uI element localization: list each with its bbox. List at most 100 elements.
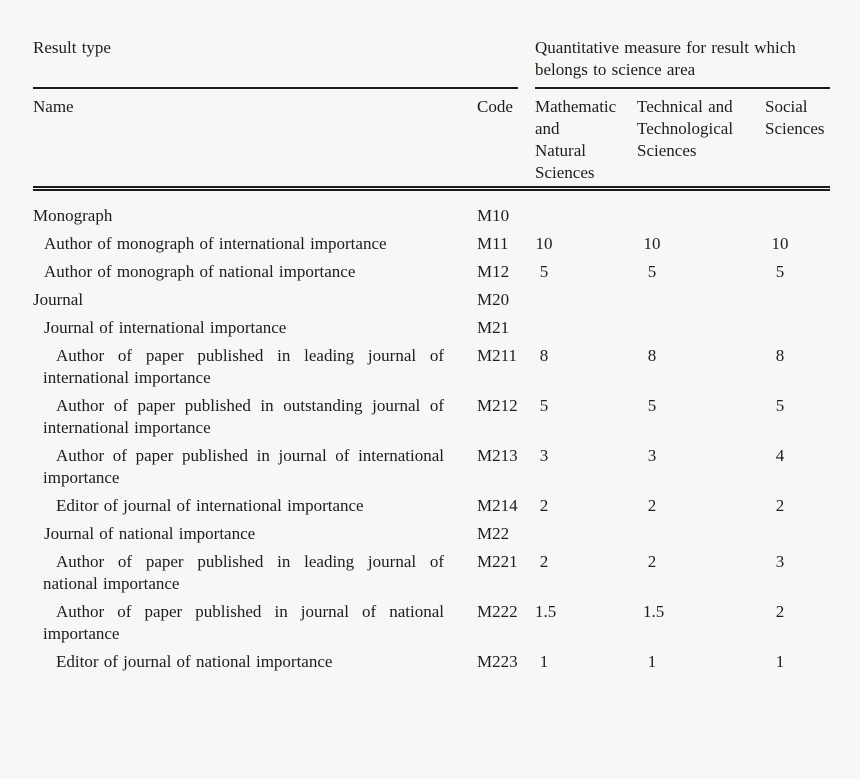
measure-value-cell: 1.5 xyxy=(637,598,765,648)
measure-value: 5 xyxy=(647,262,657,281)
measure-value: 1 xyxy=(647,652,657,671)
table-row: Monograph M10 xyxy=(33,189,830,231)
measure-value-cell: 5 xyxy=(765,258,830,286)
measure-value: 8 xyxy=(539,346,549,365)
measure-value: 3 xyxy=(775,552,785,571)
measure-value: 2 xyxy=(647,496,657,515)
result-name-cell: Journal of national importance xyxy=(44,524,256,543)
measure-value: 5 xyxy=(775,396,785,415)
column-header-technical-technological-sciences: Technical and Technological Sciences xyxy=(637,89,765,191)
measure-value-cell: 2 xyxy=(637,492,765,520)
table-row: Journal M20 xyxy=(33,286,830,314)
result-name-cell: Author of paper published in outstanding… xyxy=(43,396,444,437)
measure-value: 5 xyxy=(539,396,549,415)
measure-value-cell xyxy=(765,520,830,548)
measure-value-cell xyxy=(637,189,765,231)
results-table: Result type Quantitative measure for res… xyxy=(33,37,830,676)
result-name-cell: Author of monograph of national importan… xyxy=(44,262,356,281)
measure-value-cell xyxy=(535,286,637,314)
code-cell: M213 xyxy=(477,446,518,465)
table-row: Author of paper published in outstanding… xyxy=(33,392,830,442)
table-row: Author of paper published in leading jou… xyxy=(33,548,830,598)
code-cell: M214 xyxy=(477,496,518,515)
code-cell: M212 xyxy=(477,396,518,415)
column-header-row: Name Code Mathematic and Natural Science… xyxy=(33,89,830,191)
result-name-cell: Author of paper published in journal of … xyxy=(43,602,444,643)
measure-value-cell xyxy=(765,314,830,342)
measure-value-cell: 8 xyxy=(637,342,765,392)
table-row: Journal of international importance M21 xyxy=(33,314,830,342)
code-cell: M221 xyxy=(477,552,518,571)
result-name-cell: Author of paper published in journal of … xyxy=(43,446,444,487)
measure-value-cell: 1 xyxy=(765,648,830,676)
measure-value-cell: 4 xyxy=(765,442,830,492)
result-name-cell: Journal of international importance xyxy=(44,318,287,337)
measure-value-cell: 1 xyxy=(535,648,637,676)
code-cell: M11 xyxy=(477,234,509,253)
table-row: Author of paper published in journal of … xyxy=(33,442,830,492)
measure-value-cell: 2 xyxy=(765,492,830,520)
measure-value: 4 xyxy=(775,446,785,465)
group-header-row: Result type Quantitative measure for res… xyxy=(33,37,830,89)
measure-value-cell: 2 xyxy=(637,548,765,598)
measure-value: 5 xyxy=(775,262,785,281)
group-header-quantitative-measure-cell: Quantitative measure for result which be… xyxy=(535,37,830,89)
table-row: Author of monograph of international imp… xyxy=(33,230,830,258)
code-cell: M20 xyxy=(477,290,510,309)
measure-value: 8 xyxy=(647,346,657,365)
measure-value-cell: 2 xyxy=(535,492,637,520)
measure-value-cell: 8 xyxy=(765,342,830,392)
measure-value-cell xyxy=(637,520,765,548)
code-cell: M22 xyxy=(477,524,510,543)
measure-value: 1.5 xyxy=(535,602,557,621)
table-body: Monograph M10 Author of monograph of inter… xyxy=(33,189,830,677)
measure-value-cell: 3 xyxy=(765,548,830,598)
result-name-cell: Author of paper published in leading jou… xyxy=(43,552,444,593)
measure-value-cell: 3 xyxy=(637,442,765,492)
measure-value: 1.5 xyxy=(643,602,665,621)
measure-value: 5 xyxy=(539,262,549,281)
column-header-mathematic-natural-sciences: Mathematic and Natural Sciences xyxy=(535,89,637,191)
result-name-cell: Journal xyxy=(33,290,84,309)
code-cell: M223 xyxy=(477,652,518,671)
group-header-quantitative-measure: Quantitative measure for result which be… xyxy=(535,37,830,89)
measure-value: 2 xyxy=(775,602,785,621)
table-row: Author of paper published in journal of … xyxy=(33,598,830,648)
table-row: Editor of journal of national importance… xyxy=(33,648,830,676)
measure-value-cell xyxy=(637,314,765,342)
table-row: Journal of national importance M22 xyxy=(33,520,830,548)
measure-value: 1 xyxy=(539,652,549,671)
table-row: Author of paper published in leading jou… xyxy=(33,342,830,392)
group-header-result-type: Result type xyxy=(33,37,518,89)
measure-value: 2 xyxy=(775,496,785,515)
result-name-cell: Editor of journal of international impor… xyxy=(56,496,364,515)
table-header: Result type Quantitative measure for res… xyxy=(33,37,830,191)
measure-value: 1 xyxy=(775,652,785,671)
code-cell: M21 xyxy=(477,318,510,337)
column-header-name: Name xyxy=(33,89,477,191)
measure-value-cell xyxy=(765,189,830,231)
measure-value-cell: 10 xyxy=(765,230,830,258)
measure-value-cell: 10 xyxy=(637,230,765,258)
result-name-cell: Monograph xyxy=(33,206,113,225)
measure-value-cell xyxy=(535,314,637,342)
measure-value: 3 xyxy=(539,446,549,465)
measure-value-cell xyxy=(535,189,637,231)
code-cell: M12 xyxy=(477,262,510,281)
measure-value: 10 xyxy=(643,234,661,253)
measure-value-cell: 8 xyxy=(535,342,637,392)
measure-value-cell: 2 xyxy=(535,548,637,598)
measure-value: 8 xyxy=(775,346,785,365)
result-name-cell: Author of monograph of international imp… xyxy=(44,234,387,253)
group-header-result-type-cell: Result type xyxy=(33,37,535,89)
measure-value-cell: 1 xyxy=(637,648,765,676)
result-name-cell: Editor of journal of national importance xyxy=(56,652,333,671)
table-row: Author of monograph of national importan… xyxy=(33,258,830,286)
table-row: Editor of journal of international impor… xyxy=(33,492,830,520)
result-name-cell: Author of paper published in leading jou… xyxy=(43,346,444,387)
measure-value-cell xyxy=(535,520,637,548)
measure-value-cell xyxy=(637,286,765,314)
measure-value-cell: 5 xyxy=(765,392,830,442)
code-cell: M222 xyxy=(477,602,518,621)
measure-value: 2 xyxy=(539,552,549,571)
